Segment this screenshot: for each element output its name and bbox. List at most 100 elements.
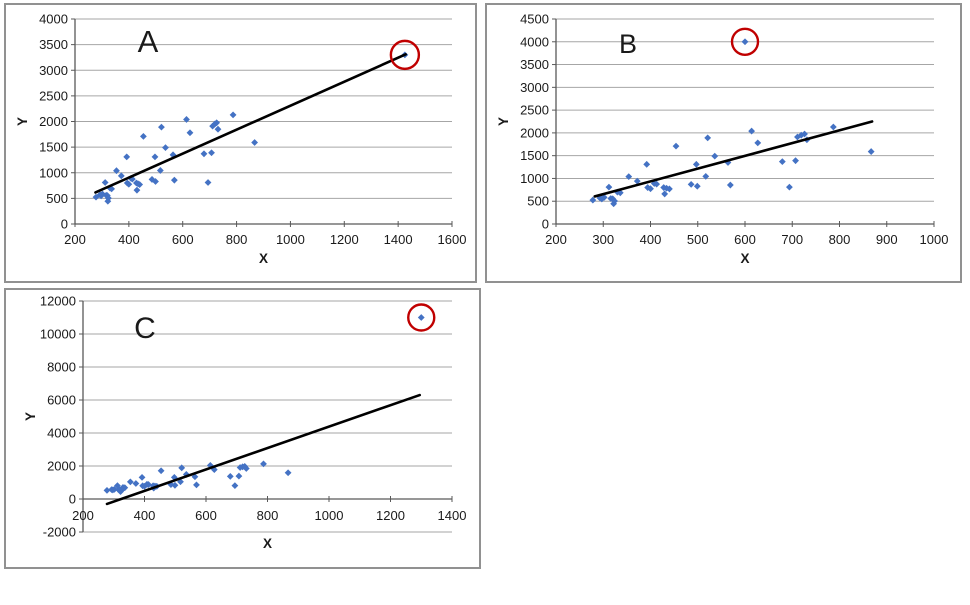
data-point xyxy=(633,177,641,185)
outlier-circle xyxy=(389,39,421,71)
data-point xyxy=(200,150,208,158)
data-point xyxy=(242,465,250,472)
y-axis-label: 0 xyxy=(542,217,549,232)
data-point xyxy=(692,160,700,168)
y-axis-label: 1000 xyxy=(39,165,68,180)
data-point xyxy=(132,480,140,487)
trendline xyxy=(105,393,422,506)
data-point xyxy=(209,122,217,130)
data-point xyxy=(193,481,200,489)
y-axis-title: Y xyxy=(496,117,511,126)
data-point xyxy=(126,478,134,486)
x-axis-label: 200 xyxy=(72,508,94,523)
scatter-chart-c: -2000 0 2000 4000 6000 8000 10000 12000 200 400 60… xyxy=(23,294,467,552)
data-point xyxy=(644,184,652,191)
x-axis-label: 600 xyxy=(734,232,756,247)
y-axis-label: 3500 xyxy=(39,37,68,52)
y-axis-label: 6000 xyxy=(47,393,76,408)
data-point xyxy=(123,153,131,161)
y-axis-title: Y xyxy=(15,117,30,126)
data-point xyxy=(231,482,239,490)
y-axis-label: 2000 xyxy=(47,459,76,474)
data-point xyxy=(792,157,799,165)
x-axis-label: 1400 xyxy=(438,508,467,523)
y-axis-label: 12000 xyxy=(40,294,76,309)
y-axis-label: 4000 xyxy=(520,34,549,49)
data-point xyxy=(101,179,109,186)
data-point xyxy=(99,190,106,198)
data-point xyxy=(108,185,116,193)
data-point xyxy=(653,180,661,188)
data-point xyxy=(660,184,668,191)
data-point xyxy=(152,178,159,185)
data-point xyxy=(711,152,719,160)
y-axis-label: 2500 xyxy=(520,103,549,118)
data-point xyxy=(138,473,146,481)
data-point xyxy=(687,180,695,188)
data-point xyxy=(214,125,222,133)
x-axis-label: 400 xyxy=(118,232,140,247)
data-point xyxy=(104,194,112,202)
data-point xyxy=(616,189,624,197)
x-axis-title: X xyxy=(259,251,268,266)
x-axis-label: 800 xyxy=(226,232,248,247)
x-axis-title: X xyxy=(740,251,749,266)
x-axis-label: 1600 xyxy=(438,232,467,247)
data-point xyxy=(113,167,120,175)
data-point xyxy=(643,160,651,168)
x-axis-label: 500 xyxy=(687,232,709,247)
y-axis-label: 8000 xyxy=(47,360,76,375)
x-axis-label: 700 xyxy=(781,232,803,247)
trendline xyxy=(94,53,407,194)
data-point xyxy=(666,185,673,193)
y-axis-label: 500 xyxy=(527,194,549,209)
data-point xyxy=(151,153,159,161)
data-point xyxy=(647,185,654,193)
x-axis-label: 200 xyxy=(545,232,567,247)
data-point xyxy=(156,167,164,174)
y-axis-label: 3000 xyxy=(520,80,549,95)
data-point xyxy=(778,158,786,165)
y-axis-label: 2000 xyxy=(39,114,68,129)
data-point xyxy=(170,176,178,184)
data-point xyxy=(213,119,221,127)
data-point xyxy=(801,130,808,138)
data-point xyxy=(125,180,133,188)
x-axis-label: 900 xyxy=(876,232,898,247)
scatter-chart-a: 0 500 1000 1500 2000 2500 3000 3500 4000 200 400 60… xyxy=(15,12,467,267)
data-point xyxy=(754,139,762,147)
y-axis-label: 2500 xyxy=(39,88,68,103)
data-point xyxy=(183,116,190,123)
outlier-circle xyxy=(730,27,760,56)
panel-letter: A xyxy=(138,24,159,59)
y-axis-label: 3500 xyxy=(520,57,549,72)
x-axis-label: 400 xyxy=(640,232,662,247)
data-point xyxy=(128,175,136,183)
x-axis-label: 800 xyxy=(257,508,279,523)
data-point xyxy=(186,129,194,137)
data-point xyxy=(104,197,112,205)
x-axis-label: 1200 xyxy=(330,232,359,247)
x-axis-title: X xyxy=(263,536,272,551)
data-point xyxy=(177,478,184,486)
data-point xyxy=(625,173,633,181)
panel-letter: C xyxy=(134,312,156,345)
scatter-chart-b: 0 500 1000 1500 2000 2500 3000 3500 4000 4500 200 3… xyxy=(496,12,949,267)
data-point xyxy=(794,133,801,141)
y-axis-label: -2000 xyxy=(43,525,76,540)
data-point xyxy=(139,132,147,140)
data-point xyxy=(704,134,712,142)
data-point xyxy=(611,197,618,205)
y-axis-title: Y xyxy=(23,412,38,421)
y-axis-label: 2000 xyxy=(520,125,549,140)
chart-panel-a: 0 500 1000 1500 2000 2500 3000 3500 4000 200 400 60… xyxy=(4,3,477,283)
x-axis-label: 600 xyxy=(172,232,194,247)
x-axis-label: 1000 xyxy=(276,232,305,247)
data-point xyxy=(136,181,144,188)
x-axis-label: 1000 xyxy=(920,232,949,247)
x-axis-label: 1000 xyxy=(315,508,344,523)
data-point xyxy=(229,111,237,119)
outlier-circle xyxy=(407,303,436,332)
y-axis-label: 10000 xyxy=(40,327,76,342)
